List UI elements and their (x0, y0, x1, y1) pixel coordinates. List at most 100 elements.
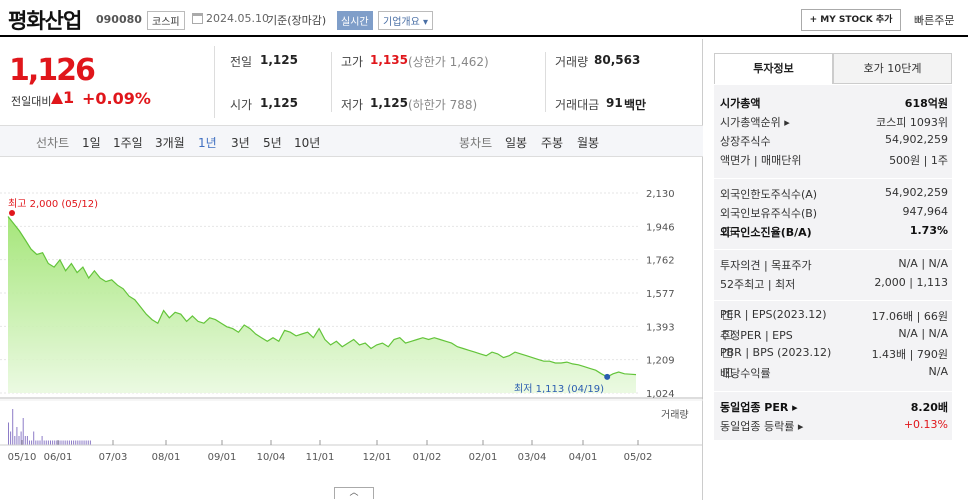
realtime-badge[interactable]: 실시간 (337, 11, 373, 30)
x-tick-label: 02/01 (469, 452, 498, 463)
y-tick-label: 1,577 (646, 289, 675, 300)
volume-bar (39, 440, 41, 445)
y-tick-label: 1,393 (646, 322, 675, 333)
volume-bar (87, 440, 89, 445)
divider (214, 46, 215, 118)
info-value: 54,902,259 (885, 186, 948, 199)
change-percent: +0.09% (82, 89, 151, 108)
current-price: 1,126 (9, 53, 96, 88)
lower-limit: (하한가 788) (408, 98, 478, 112)
x-tick-label: 11/01 (306, 452, 335, 463)
high-marker (9, 210, 15, 216)
volume-bar (35, 440, 37, 445)
period-1y[interactable]: 1년 (198, 136, 217, 150)
info-separator (714, 178, 952, 179)
info-separator (714, 249, 952, 250)
y-tick-label: 1,209 (646, 356, 675, 367)
info-key: 52주최고 | 최저 (720, 278, 796, 291)
period-3m[interactable]: 3개월 (155, 136, 185, 150)
up-arrow-icon (51, 92, 63, 104)
help-icon[interactable]: ? (723, 226, 732, 236)
tab-invest-info[interactable]: 투자정보 (714, 53, 833, 84)
quick-order-link[interactable]: 빠른주문 (914, 14, 955, 27)
period-5y[interactable]: 5년 (263, 136, 282, 150)
info-row: 액면가 | 매매단위 500원 | 1주 (720, 152, 948, 170)
volume-bar (47, 440, 49, 445)
period-3y[interactable]: 3년 (231, 136, 250, 150)
help-icon[interactable]: ? (723, 310, 732, 320)
tab-orderbook[interactable]: 호가 10단계 (833, 53, 952, 84)
trade-amount-value: 91 (606, 96, 623, 110)
volume-bar (8, 422, 9, 445)
info-key: 동일업종 PER ▸ (720, 401, 798, 414)
info-row: 동일업종 등락률 ▸ +0.13% (720, 418, 948, 436)
info-separator (714, 391, 952, 392)
quote-basis: 기준(장마감) (267, 14, 327, 27)
info-row: 투자의견 | 목표주가 N/A | N/A (720, 257, 948, 275)
divider (331, 52, 332, 112)
top-bar (0, 0, 968, 37)
volume-bar (56, 440, 58, 445)
x-tick-label: 12/01 (363, 452, 392, 463)
x-tick-label: 06/01 (44, 452, 73, 463)
period-1w[interactable]: 1주일 (113, 136, 143, 150)
low-marker (604, 373, 611, 380)
info-key: 외국인보유주식수(B) (720, 207, 818, 220)
candle-daily[interactable]: 일봉 (505, 136, 528, 150)
period-1d[interactable]: 1일 (82, 136, 101, 150)
volume-bar (18, 436, 20, 445)
volume-bar (31, 440, 33, 445)
volume-bar (62, 440, 64, 445)
divider (545, 52, 546, 112)
help-icon[interactable]: ? (723, 348, 732, 358)
price-chart[interactable]: 2,130 1,946 1,762 1,577 1,393 1,209 1,024 05/1… (0, 160, 703, 470)
period-10y[interactable]: 10년 (294, 136, 321, 150)
prev-close-value: 1,125 (260, 53, 298, 67)
volume-value: 80,563 (594, 53, 641, 67)
low-value: 1,125 (370, 96, 408, 110)
info-value: 947,964 (902, 205, 949, 218)
info-value: 17.06배 | 66원 (871, 310, 948, 323)
company-info-button[interactable]: 기업개요 ▾ (378, 11, 433, 30)
info-row: 52주최고 | 최저 2,000 | 1,113 (720, 276, 948, 294)
quote-date: 2024.05.10 (206, 12, 269, 25)
x-tick-label: 01/02 (413, 452, 442, 463)
volume-bar (12, 409, 14, 445)
info-key: 투자의견 | 목표주가 (720, 259, 812, 272)
y-tick-label: 2,130 (646, 189, 675, 200)
info-value: 8.20배 (910, 401, 948, 414)
collapse-chart-button[interactable]: ︿ (334, 487, 374, 499)
info-separator (714, 300, 952, 301)
info-row: 외국인한도주식수(A) 54,902,259 (720, 186, 948, 204)
volume-label: 거래량 (555, 55, 589, 69)
y-tick-label: 1,762 (646, 256, 675, 267)
info-value: 1.73% (909, 224, 948, 237)
info-value: N/A | N/A (898, 257, 948, 270)
trade-amount-label: 거래대금 (555, 98, 600, 112)
info-value: 2,000 | 1,113 (874, 276, 948, 289)
low-label: 저가 (341, 98, 364, 112)
help-icon[interactable]: ? (723, 329, 732, 339)
volume-label: 거래량 (661, 409, 689, 421)
candle-monthly[interactable]: 월봉 (577, 136, 600, 150)
info-key: PER | EPS(2023.12) (720, 308, 827, 321)
candle-weekly[interactable]: 주봉 (541, 136, 564, 150)
volume-bar (41, 436, 43, 445)
help-icon[interactable]: ? (723, 367, 732, 377)
y-tick-label: 1,024 (646, 389, 675, 400)
info-key: 외국인한도주식수(A) (720, 188, 818, 201)
info-value: 54,902,259 (885, 133, 948, 146)
volume-bar (64, 440, 66, 445)
x-tick-label: 05/10 (8, 452, 37, 463)
x-tick-label: 09/01 (208, 452, 237, 463)
add-mystock-button[interactable]: + MY STOCK 추가 (801, 9, 901, 31)
volume-bar (29, 440, 30, 445)
volume-bar (83, 440, 85, 445)
high-label: 고가 (341, 55, 364, 69)
open-label: 시가 (230, 98, 253, 112)
x-tick-label: 03/04 (518, 452, 547, 463)
volume-bar (33, 431, 35, 445)
volume-bar (75, 440, 77, 445)
volume-bar (37, 440, 39, 445)
info-row: 동일업종 PER ▸ 8.20배 (720, 399, 948, 417)
